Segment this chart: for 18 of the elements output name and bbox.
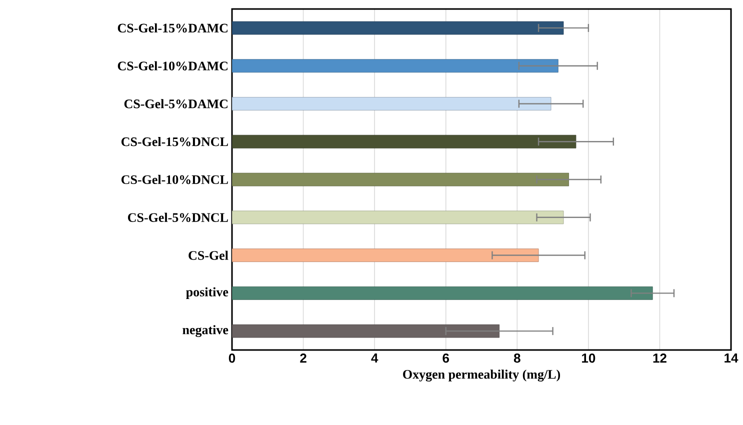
y-tick-label: CS-Gel-15%DNCL [121,137,228,146]
x-tick-label: 2 [300,354,306,363]
x-tick-label: 14 [724,354,738,362]
x-axis-title: Oxygen permeability (mg/L) [403,370,560,382]
x-tick-label: 6 [442,354,450,363]
y-tick-label: CS-Gel-15%DAMC [118,23,228,33]
y-tick-label: CS-Gel-5%DAMC [124,99,228,108]
y-tick-label: CS-Gel [188,250,228,260]
y-tick-label: negative [182,325,228,338]
y-tick-label: CS-Gel-5%DNCL [128,212,228,222]
x-tick-label: 8 [514,354,520,363]
x-tick-label: 4 [371,354,378,362]
x-tick-label: 0 [228,354,236,363]
x-tick-label: 12 [653,354,666,363]
x-tick-label: 10 [582,354,596,363]
y-tick-label: CS-Gel-10%DNCL [121,174,228,184]
y-tick-label: positive [186,287,228,300]
y-tick-label: CS-Gel-10%DAMC [118,61,228,70]
